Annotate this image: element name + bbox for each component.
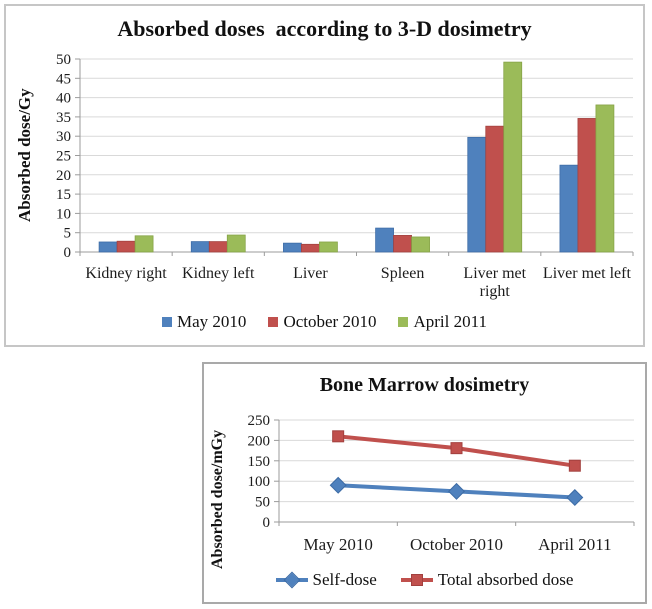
bar-may-2010-liver (283, 242, 302, 253)
data-point-self-dose-april-2011 (566, 489, 584, 507)
bar-october-2010-spleen (393, 235, 412, 253)
bar-may-2010-liver-met-right (467, 136, 487, 253)
bar-october-2010-liver-met-right (485, 125, 505, 253)
line-chart-plot: 0 50 100 150 200 250 May 2010 October 2010 April… (248, 413, 635, 554)
y-tick-label: 50 (56, 52, 71, 68)
x-category-label: Liver met left (543, 265, 632, 282)
legend-swatch-self-dose-icon (275, 571, 308, 589)
y-tick-label: 200 (248, 433, 271, 449)
legend-swatch-october-2010-icon (268, 317, 279, 327)
legend-item-may-2010: May 2010 (162, 312, 246, 332)
bar-chart-legend: May 2010 October 2010 April 2011 (6, 312, 643, 332)
bar-may-2010-spleen (375, 227, 394, 253)
bar-october-2010-liver-met-left (577, 118, 597, 253)
legend-item-april-2011: April 2011 (398, 312, 487, 332)
x-category-label: Spleen (381, 265, 425, 282)
legend-label-self-dose: Self-dose (312, 570, 377, 589)
x-category-label: October 2010 (410, 535, 503, 554)
legend-swatch-may-2010-icon (162, 317, 173, 327)
line-chart-title: Bone Marrow dosimetry (319, 374, 530, 396)
legend-label-total-absorbed-dose: Total absorbed dose (437, 570, 574, 589)
line-chart-legend: Self-dose Total absorbed dose (204, 570, 645, 590)
bar-april-2011-kidney-right (134, 235, 154, 253)
x-category-label: April 2011 (538, 535, 612, 554)
x-category-label: Liver met (463, 265, 526, 282)
y-tick-label: 10 (56, 206, 71, 222)
legend-swatch-april-2011-icon (398, 317, 409, 327)
y-tick-label: 25 (56, 149, 71, 165)
bar-october-2010-kidney-left (208, 241, 228, 253)
bar-may-2010-liver-met-left (559, 164, 579, 253)
data-point-total-absorbed-dose-april-2011 (568, 459, 581, 472)
data-point-total-absorbed-dose-october-2010 (450, 442, 463, 455)
bar-april-2011-kidney-left (226, 234, 246, 253)
y-tick-label: 100 (248, 474, 271, 490)
x-category-label: Liver (293, 265, 328, 282)
bar-april-2011-liver-met-left (595, 104, 615, 253)
bar-october-2010-liver (301, 243, 320, 253)
bar-chart-plot: 0 5 10 15 20 25 30 35 40 45 50 Kidney right Kidney l… (56, 52, 634, 300)
data-point-self-dose-may-2010 (329, 476, 347, 494)
legend-item-october-2010: October 2010 (268, 312, 376, 332)
y-tick-label: 35 (56, 110, 71, 126)
bar-april-2011-liver-met-right (503, 61, 523, 253)
y-tick-label: 50 (255, 495, 270, 511)
x-category-label: right (480, 283, 511, 300)
bar-may-2010-kidney-left (190, 241, 210, 253)
bar-chart-title: Absorbed doses according to 3-D dosimetr… (117, 16, 532, 41)
y-tick-label: 30 (56, 129, 71, 145)
bar-chart-panel: Absorbed doses according to 3-D dosimetr… (4, 4, 645, 347)
y-tick-label: 150 (248, 454, 271, 470)
bar-april-2011-spleen (411, 236, 430, 253)
legend-label-april-2011: April 2011 (413, 312, 487, 331)
y-tick-label: 20 (56, 168, 71, 184)
data-point-self-dose-october-2010 (448, 482, 465, 500)
x-category-label: Kidney left (182, 265, 255, 282)
line-chart-panel: Bone Marrow dosimetry Absorbed dose/mGy … (202, 362, 647, 604)
legend-item-total-absorbed-dose: Total absorbed dose (400, 570, 574, 590)
y-tick-label: 15 (56, 187, 71, 203)
data-point-total-absorbed-dose-may-2010 (332, 430, 345, 443)
legend-label-october-2010: October 2010 (283, 312, 377, 331)
bar-april-2011-liver (319, 241, 338, 253)
y-tick-label: 5 (64, 226, 72, 242)
bar-october-2010-kidney-right (116, 240, 136, 253)
y-tick-label: 40 (56, 91, 71, 107)
x-category-label: Kidney right (85, 265, 167, 282)
legend-swatch-total-absorbed-dose-icon (400, 574, 433, 586)
y-tick-label: 0 (263, 515, 271, 531)
y-tick-label: 45 (56, 71, 71, 87)
x-category-label: May 2010 (303, 535, 372, 554)
legend-item-self-dose: Self-dose (275, 570, 377, 590)
y-tick-label: 0 (64, 245, 72, 261)
legend-label-may-2010: May 2010 (177, 312, 247, 331)
bar-may-2010-kidney-right (98, 241, 118, 253)
y-tick-label: 250 (248, 413, 271, 429)
